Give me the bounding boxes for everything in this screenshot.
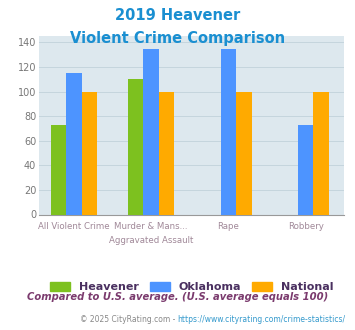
Text: 2019 Heavener: 2019 Heavener	[115, 8, 240, 23]
Text: Compared to U.S. average. (U.S. average equals 100): Compared to U.S. average. (U.S. average …	[27, 292, 328, 302]
Text: All Violent Crime: All Violent Crime	[38, 222, 110, 231]
Bar	[143, 49, 159, 214]
Bar	[66, 73, 82, 214]
Text: Robbery: Robbery	[288, 222, 324, 231]
Text: Violent Crime Comparison: Violent Crime Comparison	[70, 31, 285, 46]
Text: Murder & Mans...: Murder & Mans...	[114, 222, 188, 231]
Text: https://www.cityrating.com/crime-statistics/: https://www.cityrating.com/crime-statist…	[178, 315, 346, 324]
Bar	[128, 79, 143, 214]
Text: Aggravated Assault: Aggravated Assault	[109, 236, 193, 245]
Bar	[298, 125, 313, 214]
Bar	[221, 49, 236, 214]
Bar	[51, 125, 66, 214]
Text: Rape: Rape	[218, 222, 239, 231]
Legend: Heavener, Oklahoma, National: Heavener, Oklahoma, National	[45, 277, 338, 297]
Bar	[159, 92, 174, 214]
Text: © 2025 CityRating.com -: © 2025 CityRating.com -	[80, 315, 178, 324]
Bar	[313, 92, 329, 214]
Bar	[82, 92, 97, 214]
Bar	[236, 92, 252, 214]
